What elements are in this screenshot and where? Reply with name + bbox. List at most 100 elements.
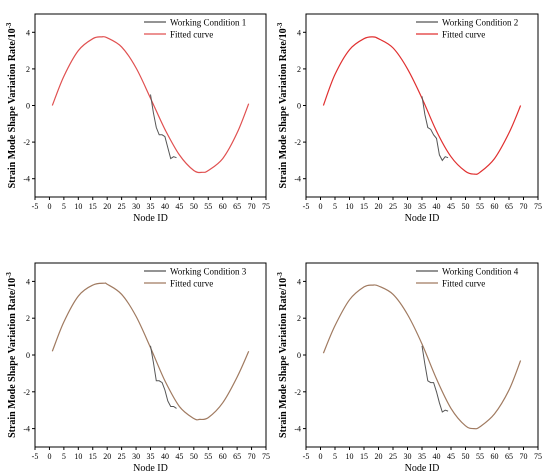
x-tick-label: 0	[319, 452, 323, 461]
legend-label: Fitted curve	[170, 279, 213, 289]
x-tick-label: 20	[103, 202, 111, 211]
x-axis-label: Node ID	[133, 463, 168, 474]
x-tick-label: 35	[418, 452, 426, 461]
x-tick-label: 50	[462, 202, 470, 211]
x-tick-label: 60	[491, 202, 499, 211]
x-axis-label: Node ID	[405, 463, 440, 474]
x-tick-label: 50	[190, 202, 198, 211]
x-tick-label: 65	[233, 452, 241, 461]
plot-frame	[305, 262, 539, 448]
x-tick-label: 45	[175, 202, 183, 211]
x-tick-label: 30	[132, 202, 140, 211]
x-tick-label: 5	[62, 202, 66, 211]
x-tick-label: 30	[404, 202, 412, 211]
y-tick-label: -4	[23, 175, 30, 184]
x-tick-label: 15	[89, 202, 97, 211]
y-tick-label: 2	[26, 65, 30, 74]
x-tick-label: 20	[375, 452, 383, 461]
legend-label: Fitted curve	[170, 30, 213, 40]
y-tick-label: -2	[294, 138, 301, 147]
y-tick-label: 4	[26, 28, 30, 37]
x-tick-label: 25	[389, 452, 397, 461]
x-tick-label: 45	[447, 452, 455, 461]
y-tick-label: -2	[294, 388, 301, 397]
x-tick-label: 75	[534, 202, 542, 211]
x-tick-label: 0	[47, 202, 51, 211]
x-tick-label: 25	[118, 202, 126, 211]
x-tick-label: 5	[333, 452, 337, 461]
x-tick-label: 5	[62, 452, 66, 461]
fitted-curve-line	[51, 282, 250, 421]
x-tick-label: 40	[433, 202, 441, 211]
x-tick-label: 20	[375, 202, 383, 211]
x-tick-label: 70	[248, 202, 256, 211]
x-tick-label: 40	[433, 452, 441, 461]
y-tick-label: 4	[26, 277, 30, 286]
chart-panel-3: -5 0 5 10 15 20 25 30 35 40 45 50 55 60 65 70 75420-2-4N…	[5, 262, 270, 474]
x-tick-label: 40	[161, 452, 169, 461]
working-condition-line	[150, 345, 177, 409]
fitted-curve-line	[322, 36, 522, 175]
y-tick-label: -4	[23, 425, 30, 434]
y-axis-label: Strain Mode Shape Variation Rate/10-3	[5, 272, 18, 438]
x-tick-label: 55	[204, 452, 212, 461]
x-tick-label: 75	[534, 452, 542, 461]
x-tick-label: 65	[505, 452, 513, 461]
x-tick-label: 25	[118, 452, 126, 461]
working-condition-line	[150, 94, 177, 160]
x-tick-label: 35	[418, 202, 426, 211]
x-tick-label: 35	[147, 202, 155, 211]
x-axis-label: Node ID	[133, 213, 168, 224]
x-tick-label: 0	[47, 452, 51, 461]
y-tick-label: 4	[297, 277, 301, 286]
x-tick-label: 30	[404, 452, 412, 461]
x-tick-label: 65	[505, 202, 513, 211]
x-tick-label: 70	[520, 202, 528, 211]
x-tick-label: 10	[74, 452, 82, 461]
legend-label: Working Condition 3	[170, 267, 247, 277]
x-tick-label: 0	[319, 202, 323, 211]
x-tick-label: 35	[147, 452, 155, 461]
x-tick-label: 60	[219, 452, 227, 461]
x-tick-label: 65	[233, 202, 241, 211]
x-tick-label: 40	[161, 202, 169, 211]
x-tick-label: 5	[333, 202, 337, 211]
x-tick-label: 45	[175, 452, 183, 461]
x-tick-label: 50	[462, 452, 470, 461]
x-tick-label: 20	[103, 452, 111, 461]
y-tick-label: 2	[26, 314, 30, 323]
x-tick-label: 60	[491, 452, 499, 461]
y-tick-label: 4	[297, 28, 301, 37]
x-tick-label: -5	[303, 202, 310, 211]
chart-panel-1: -5 0 5 10 15 20 25 30 35 40 45 50 55 60 65 70 75420-2-4N…	[5, 13, 270, 224]
y-axis-label-exponent: -3	[276, 272, 284, 278]
y-axis-label-exponent: -3	[5, 272, 13, 278]
legend-label: Fitted curve	[442, 279, 485, 289]
y-tick-label: -4	[294, 425, 301, 434]
x-tick-label: 60	[219, 202, 227, 211]
x-tick-label: 25	[389, 202, 397, 211]
legend-label: Working Condition 1	[170, 18, 246, 28]
x-tick-label: 10	[346, 202, 354, 211]
x-tick-label: 70	[248, 452, 256, 461]
y-axis-label-exponent: -3	[5, 22, 13, 28]
x-tick-label: 50	[190, 452, 198, 461]
legend-label: Working Condition 2	[442, 18, 518, 28]
chart-panel-4: -5 0 5 10 15 20 25 30 35 40 45 50 55 60 65 70 75420-2-4N…	[276, 262, 542, 474]
x-tick-label: -5	[303, 452, 310, 461]
y-axis-label-exponent: -3	[276, 22, 284, 28]
x-tick-label: 70	[520, 452, 528, 461]
legend-label: Fitted curve	[442, 30, 485, 40]
y-tick-label: -2	[23, 388, 30, 397]
x-tick-label: 75	[262, 202, 270, 211]
legend-label: Working Condition 4	[442, 267, 519, 277]
y-tick-label: 0	[297, 102, 301, 111]
x-tick-label: 75	[262, 452, 270, 461]
working-condition-line	[421, 96, 449, 162]
plot-frame	[34, 13, 267, 198]
x-axis-label: Node ID	[405, 213, 440, 224]
x-tick-label: 55	[204, 202, 212, 211]
x-tick-label: 10	[74, 202, 82, 211]
x-tick-label: 55	[476, 452, 484, 461]
